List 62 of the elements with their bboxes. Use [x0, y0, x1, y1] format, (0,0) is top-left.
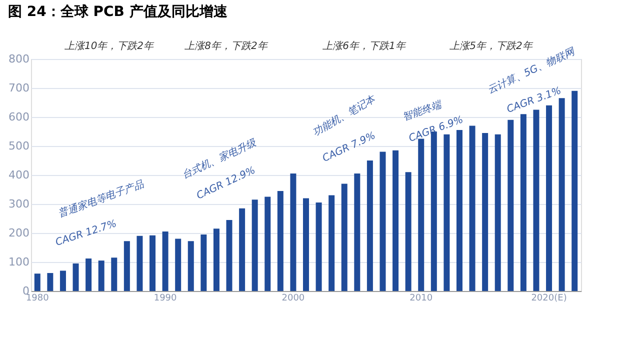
bar [34, 274, 40, 291]
bar [341, 184, 348, 291]
y-tick-label: 400 [8, 168, 30, 182]
bar [277, 190, 284, 291]
bar [469, 126, 476, 291]
bar [60, 270, 66, 291]
bar [328, 195, 335, 291]
bar [86, 258, 92, 291]
annotation: CAGR 3.1% [505, 86, 563, 116]
bar [290, 174, 296, 291]
bar [162, 232, 168, 291]
bar [124, 241, 130, 291]
bar [252, 200, 258, 291]
annotation: 普通家电等电子产品 [56, 178, 146, 220]
bar [136, 236, 143, 291]
bar [572, 90, 578, 291]
bar [380, 152, 386, 291]
bar [188, 241, 194, 291]
bar [213, 228, 220, 291]
bar [508, 120, 514, 291]
y-tick-label: 800 [8, 52, 30, 66]
bar [111, 258, 118, 291]
x-tick-label: 1990 [154, 294, 178, 304]
bar [72, 263, 79, 291]
text: 上涨10年，下跌2年 [64, 40, 155, 52]
bar [150, 235, 156, 291]
bar [239, 208, 246, 291]
bar [520, 114, 526, 291]
chart-title: 图 24：全球 PCB 产值及同比增速 [8, 3, 228, 20]
y-tick-label: 600 [8, 110, 30, 124]
y-tick-label: 700 [8, 82, 30, 94]
bar [47, 273, 54, 291]
bar [558, 98, 565, 291]
bar [546, 105, 552, 291]
bar [200, 234, 207, 291]
y-tick-label: 500 [8, 140, 30, 152]
x-tick-label: 2020(E) [531, 294, 567, 304]
bar [366, 160, 373, 291]
x-tick-label: 2010 [410, 294, 433, 304]
bar [303, 198, 309, 291]
bar [482, 132, 488, 291]
bar [226, 220, 232, 291]
bar [405, 172, 412, 291]
bar [456, 130, 462, 291]
annotation: CAGR 12.7% [54, 218, 118, 249]
text: 上涨8年，下跌2年 [184, 40, 268, 52]
y-tick-label: 300 [8, 198, 30, 210]
text: 上涨6年，下跌1年 [322, 40, 406, 52]
bar [354, 174, 360, 291]
bar [392, 150, 399, 291]
bar [264, 196, 271, 291]
bar [98, 260, 104, 291]
bar [444, 134, 450, 291]
bar [533, 110, 540, 291]
annotation: 智能终端 [401, 98, 444, 124]
bar [316, 202, 322, 291]
x-tick-label: 2000 [282, 294, 305, 304]
bar [494, 134, 501, 291]
text: 上涨5年，下跌2年 [450, 40, 534, 52]
y-tick-label: 200 [8, 226, 30, 240]
bar [175, 238, 182, 291]
y-tick-label: 100 [8, 256, 30, 268]
